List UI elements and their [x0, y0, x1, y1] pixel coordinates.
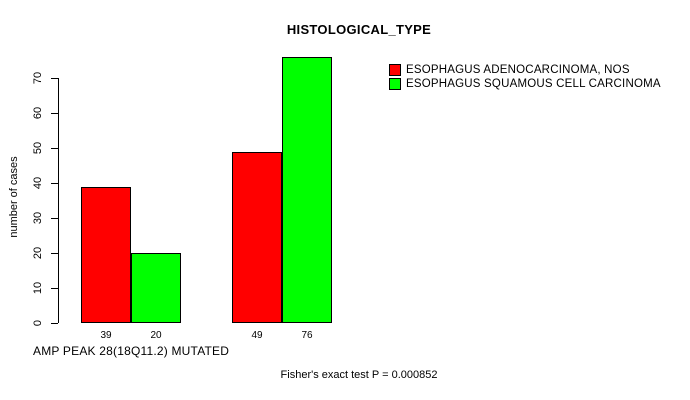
legend-label: ESOPHAGUS ADENOCARCINOMA, NOS [406, 64, 630, 76]
y-tick-label: 70 [32, 71, 44, 85]
y-tick-label: 40 [32, 176, 44, 190]
legend: ESOPHAGUS ADENOCARCINOMA, NOS ESOPHAGUS S… [389, 64, 661, 92]
y-tick-label: 60 [32, 106, 44, 120]
bar [232, 151, 282, 323]
bar-value-label: 20 [150, 330, 162, 341]
bar [81, 186, 131, 323]
bar-value-label: 49 [251, 330, 263, 341]
y-tick-label: 10 [32, 281, 44, 295]
bar [282, 57, 332, 323]
y-tick-mark [51, 113, 58, 114]
y-tick-label: 0 [32, 319, 44, 327]
x-axis-label: AMP PEAK 28(18Q11.2) MUTATED [33, 344, 230, 358]
y-tick-mark [51, 288, 58, 289]
y-tick-mark [51, 148, 58, 149]
y-tick-mark [51, 218, 58, 219]
y-tick-label: 50 [32, 141, 44, 155]
bar-value-label: 76 [301, 330, 313, 341]
y-tick-mark [51, 78, 58, 79]
y-axis-label: number of cases [8, 156, 20, 238]
y-axis-line [58, 78, 59, 323]
legend-swatch [389, 78, 401, 90]
y-tick-label: 20 [32, 246, 44, 260]
y-tick-mark [51, 183, 58, 184]
y-tick-label: 30 [32, 211, 44, 225]
legend-label: ESOPHAGUS SQUAMOUS CELL CARCINOMA [406, 78, 661, 90]
bar-value-label: 39 [100, 330, 112, 341]
bar [131, 253, 181, 323]
y-tick-mark [51, 253, 58, 254]
legend-item: ESOPHAGUS SQUAMOUS CELL CARCINOMA [389, 78, 661, 90]
fisher-test-annotation: Fisher's exact test P = 0.000852 [280, 369, 438, 381]
legend-item: ESOPHAGUS ADENOCARCINOMA, NOS [389, 64, 661, 76]
chart-title: HISTOLOGICAL_TYPE [286, 22, 432, 37]
legend-swatch [389, 64, 401, 76]
y-tick-mark [51, 323, 58, 324]
